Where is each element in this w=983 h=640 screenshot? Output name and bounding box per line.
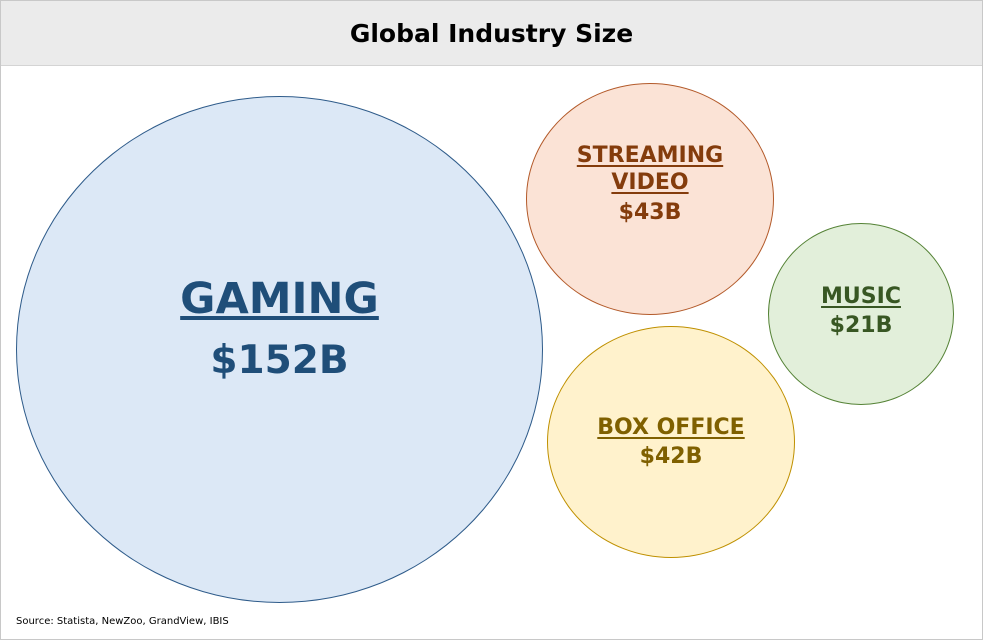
bubble-streaming-video-label-line-1: STREAMING <box>576 142 724 168</box>
title-bar: Global Industry Size <box>1 1 982 66</box>
bubble-streaming-video-label-line-2: VIDEO <box>611 170 689 196</box>
bubble-streaming-video-label: STREAMING VIDEO <box>577 142 723 197</box>
bubble-box-office-value: $42B <box>639 444 703 469</box>
bubble-box-office: BOX OFFICE $42B <box>547 326 795 558</box>
bubble-gaming-label: GAMING <box>180 274 379 325</box>
chart-title: Global Industry Size <box>349 18 634 48</box>
bubble-streaming-video-text: STREAMING VIDEO $43B <box>577 142 723 227</box>
bubble-streaming-video: STREAMING VIDEO $43B <box>526 83 774 315</box>
bubble-streaming-video-value: $43B <box>618 199 682 225</box>
source-note: Source: Statista, NewZoo, GrandView, IBI… <box>16 616 229 627</box>
bubble-box-office-label: BOX OFFICE <box>597 414 745 440</box>
bubble-music-label: MUSIC <box>821 283 901 309</box>
bubble-gaming: GAMING $152B <box>16 96 543 603</box>
bubble-gaming-text: GAMING $152B <box>180 273 379 386</box>
bubble-music: MUSIC $21B <box>768 223 954 405</box>
bubble-gaming-value: $152B <box>210 338 349 383</box>
bubble-box-office-text: BOX OFFICE $42B <box>597 414 744 471</box>
bubble-music-value: $21B <box>829 313 893 338</box>
bubble-music-text: MUSIC $21B <box>821 283 901 340</box>
